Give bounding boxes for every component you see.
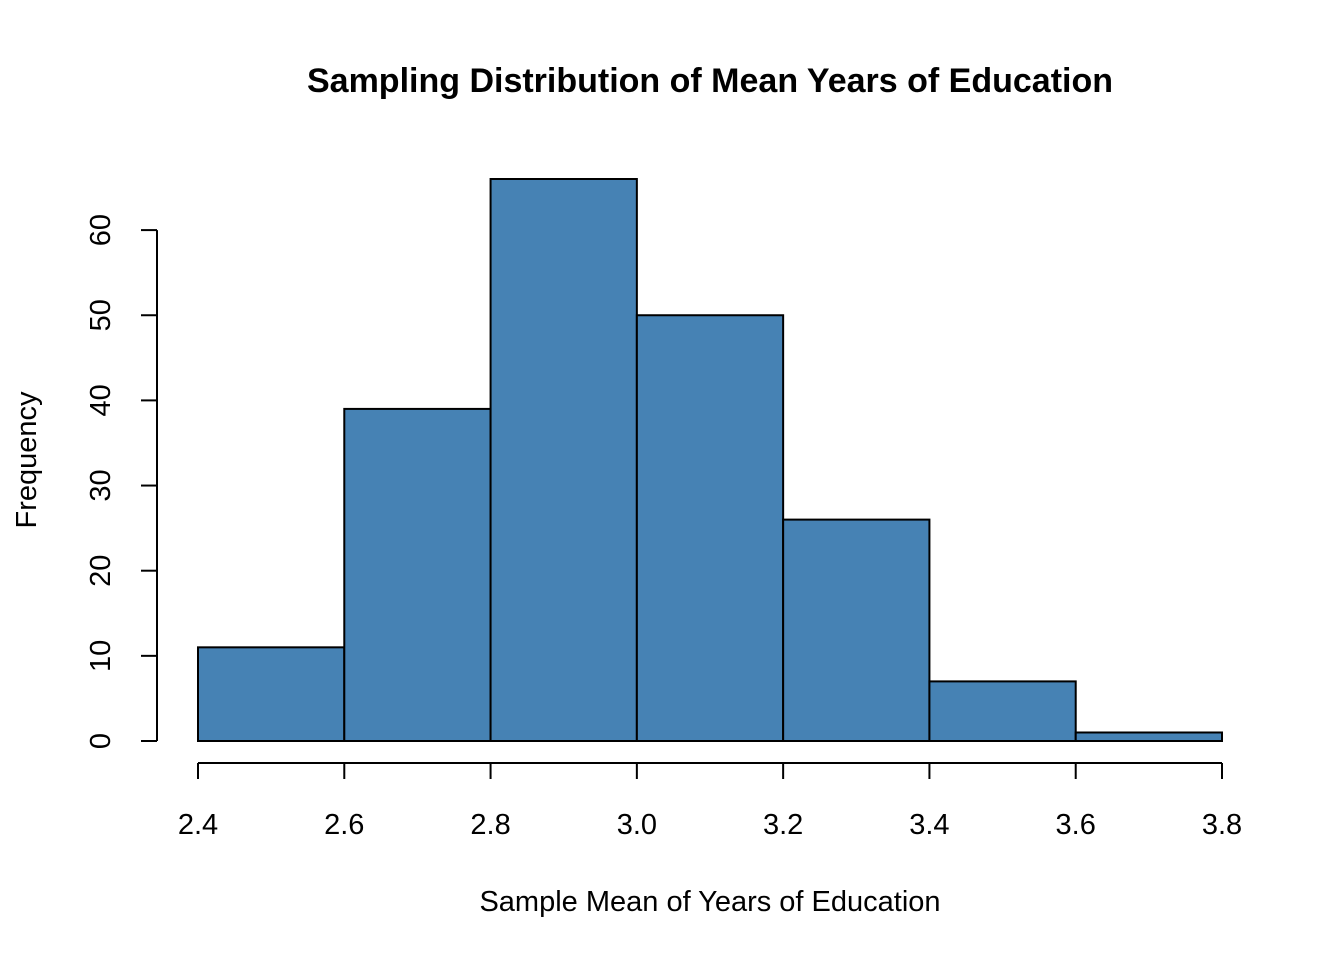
histogram-bar xyxy=(489,178,638,742)
histogram-bar xyxy=(928,680,1077,742)
histogram-bar xyxy=(197,646,346,742)
y-axis: 0 10 20 30 40 50 60 xyxy=(85,214,158,749)
histogram-bar xyxy=(1074,731,1223,743)
y-tick-label: 20 xyxy=(85,555,117,587)
y-tick-label: 50 xyxy=(85,299,117,331)
y-tick-label: 60 xyxy=(85,214,117,246)
x-tick-label: 3.8 xyxy=(1202,809,1242,841)
x-tick-label: 3.6 xyxy=(1056,809,1096,841)
y-axis-label: Frequency xyxy=(11,391,43,529)
y-tick-label: 30 xyxy=(85,469,117,501)
x-axis: 2.4 2.6 2.8 3.0 3.2 3.4 3.6 3.8 xyxy=(178,762,1242,841)
chart-title: Sampling Distribution of Mean Years of E… xyxy=(307,62,1113,100)
x-tick-label: 2.8 xyxy=(470,809,510,841)
x-tick-label: 2.4 xyxy=(178,809,218,841)
x-tick-label: 3.0 xyxy=(617,809,657,841)
x-tick-label: 3.4 xyxy=(909,809,949,841)
y-tick-label: 40 xyxy=(85,384,117,416)
x-tick-label: 2.6 xyxy=(324,809,364,841)
bars-group xyxy=(197,178,1223,743)
x-tick-label: 3.2 xyxy=(763,809,803,841)
histogram-bar xyxy=(635,314,785,742)
y-tick-label: 0 xyxy=(85,733,117,749)
histogram-bar xyxy=(782,518,931,743)
y-tick-label: 10 xyxy=(85,640,117,672)
x-axis-label: Sample Mean of Years of Education xyxy=(479,886,940,918)
histogram-bar xyxy=(343,407,492,742)
